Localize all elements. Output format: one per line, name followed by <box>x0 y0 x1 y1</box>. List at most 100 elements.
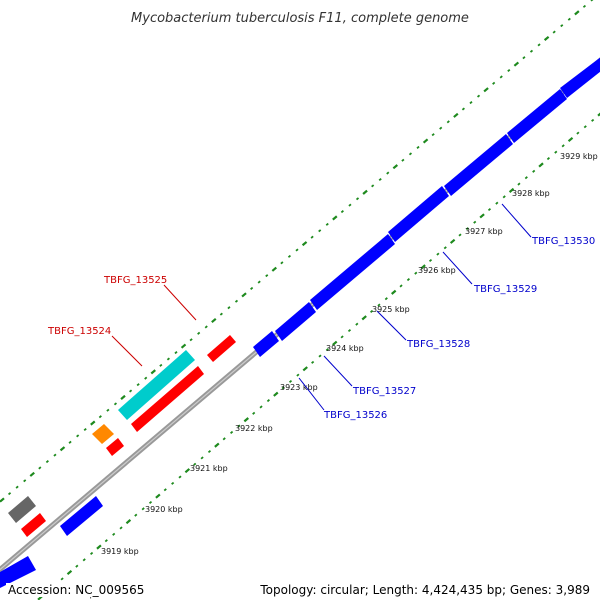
gc-tick <box>259 405 263 409</box>
cds-forward-feature[interactable] <box>207 335 236 362</box>
gc-tick <box>487 207 492 212</box>
gc-tick <box>524 176 528 180</box>
gc-tick <box>567 17 571 21</box>
gc-tick <box>502 195 506 199</box>
cds-reverse-feature[interactable] <box>310 234 395 310</box>
gene-label[interactable]: TBFG_13525 <box>103 275 167 286</box>
cds-reverse-feature[interactable] <box>507 89 567 143</box>
gene-label[interactable]: TBFG_13526 <box>323 410 387 421</box>
cds-reverse-feature[interactable] <box>60 496 103 536</box>
gc-tick <box>561 144 565 148</box>
gc-tick <box>529 49 534 53</box>
gc-tick <box>431 133 435 137</box>
gc-tick <box>113 402 118 406</box>
gc-tick <box>537 43 541 47</box>
gc-tick <box>310 235 314 239</box>
reverse-strand-track <box>0 50 600 588</box>
gc-tick <box>495 201 499 205</box>
gene-label[interactable]: TBFG_13524 <box>47 326 111 337</box>
cds-forward-feature[interactable] <box>106 438 124 456</box>
gc-tick <box>60 577 64 581</box>
gc-tick <box>204 325 208 329</box>
gene-label[interactable]: TBFG_13528 <box>406 339 470 350</box>
gene-label[interactable]: TBFG_13527 <box>352 386 416 397</box>
cds-forward-feature[interactable] <box>131 366 204 432</box>
gc-tick <box>443 246 447 250</box>
gc-tick <box>386 171 390 175</box>
gc-tick <box>7 492 12 496</box>
gc-tick <box>180 343 187 349</box>
gc-tick <box>446 120 450 124</box>
gc-tick <box>384 297 388 301</box>
gc-tick <box>0 497 5 503</box>
ruler-tick-label: 3923 kbp <box>280 383 318 392</box>
gc-tick <box>219 312 223 316</box>
trna-feature[interactable] <box>92 424 114 444</box>
gc-tick <box>325 222 329 226</box>
genome-stats-text: Topology: circular; Length: 4,424,435 bp… <box>258 583 592 597</box>
gc-tick <box>119 526 123 530</box>
gc-tick <box>59 446 66 452</box>
gc-tick <box>355 197 360 201</box>
rrna-feature[interactable] <box>118 350 195 420</box>
cds-forward-feature[interactable] <box>21 513 46 537</box>
cds-reverse-feature[interactable] <box>275 302 316 341</box>
gc-tick <box>112 532 116 536</box>
cds-reverse-feature[interactable] <box>253 331 279 357</box>
gc-tick <box>66 569 73 576</box>
gc-tick <box>214 442 220 448</box>
gc-tick <box>582 4 587 8</box>
gc-tick <box>414 271 418 275</box>
gc-tick <box>465 227 469 231</box>
gc-tick <box>237 424 241 428</box>
gc-tick <box>104 539 108 543</box>
forward-strand-track <box>8 335 236 537</box>
gc-tick <box>148 500 153 505</box>
gc-tick <box>461 107 465 111</box>
gc-tick <box>422 138 429 144</box>
gc-tick <box>591 118 595 122</box>
cds-reverse-feature[interactable] <box>0 556 36 588</box>
gc-tick <box>340 335 344 339</box>
gc-tick <box>15 485 19 489</box>
gc-tick <box>318 354 322 358</box>
gene-label-leaders <box>111 203 532 411</box>
gc-tick <box>96 544 102 550</box>
gc-tick <box>552 30 556 34</box>
gc-tick <box>538 162 544 168</box>
gc-tick <box>513 61 520 67</box>
cds-reverse-feature[interactable] <box>560 50 600 98</box>
gc-tick <box>318 229 322 233</box>
gc-tick <box>211 317 217 324</box>
gc-tick <box>517 182 521 186</box>
gc-tick <box>178 475 182 479</box>
gc-tick <box>189 338 193 342</box>
gc-tick <box>507 68 511 73</box>
gc-tick <box>576 131 580 135</box>
ruler-tick-label: 3929 kbp <box>560 152 598 161</box>
gc-tick <box>23 479 27 483</box>
gc-tick <box>222 437 226 441</box>
accession-text: Accession: NC_009565 <box>6 583 147 597</box>
gc-tick <box>469 101 473 105</box>
gc-tick <box>141 507 145 511</box>
cds-reverse-feature[interactable] <box>388 186 449 242</box>
other-feature[interactable] <box>8 496 36 523</box>
gc-tick <box>361 315 367 321</box>
gc-tick <box>476 94 481 98</box>
cds-reverse-feature[interactable] <box>444 134 513 196</box>
ruler-labels: 3918 kbp 3919 kbp 3920 kbp 3921 kbp 3922… <box>57 152 598 599</box>
gc-tick <box>325 348 329 352</box>
gc-tick <box>301 241 308 247</box>
gene-label[interactable]: TBFG_13529 <box>473 284 537 295</box>
gc-tick <box>184 468 191 474</box>
gene-label[interactable]: TBFG_13530 <box>531 236 595 247</box>
gc-tick <box>171 481 175 485</box>
map-title: Mycobacterium tuberculosis F11, complete… <box>131 11 469 26</box>
gc-track-outer <box>0 0 594 503</box>
gc-tick <box>347 328 352 333</box>
ruler-tick-label: 3927 kbp <box>465 227 503 236</box>
gc-tick <box>597 112 600 117</box>
gc-tick <box>492 81 496 85</box>
